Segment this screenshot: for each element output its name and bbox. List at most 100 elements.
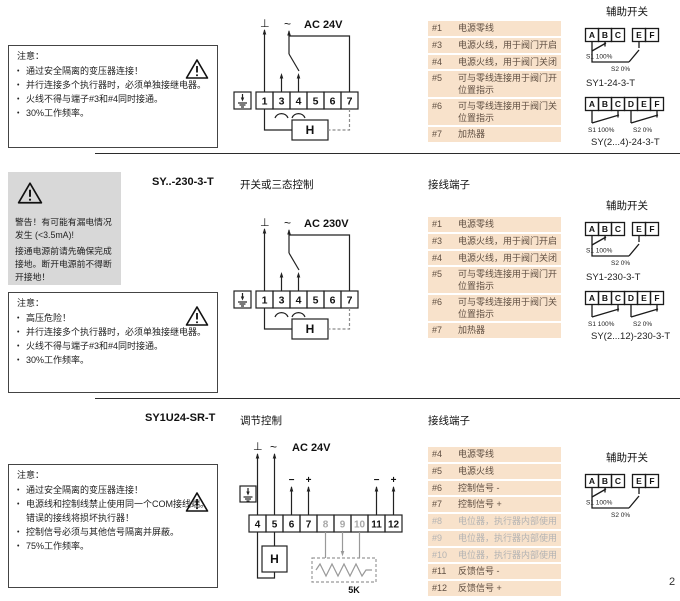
terminal-id: #6 <box>432 297 443 308</box>
terminal-row: #8 电位器，执行器内部使用 <box>428 514 561 529</box>
warning-triangle-icon <box>185 491 209 518</box>
terminal-number: 7 <box>306 520 312 531</box>
notes-list: • 通过安全隔离的变压器连接！ • 并行连接多个执行器时，必须单独接继电器。 • 火线不得… <box>17 65 209 121</box>
terminal-table-24v: #1 电源零线 #3 电源火线，用于阀门开启 #4 电源火线，用于阀门关闭 #5 可与零线连接… <box>428 21 561 144</box>
terminal-row: #7 加热器 <box>428 127 561 142</box>
plus-sign: + <box>306 475 312 486</box>
terminal-row: #4 电源火线，用于阀门关闭 <box>428 250 561 266</box>
terminal-desc: 控制信号 - <box>458 482 500 493</box>
warning-triangle-icon <box>185 58 209 85</box>
terminal-desc: 可与零线连接用于阀门开位置指示 <box>458 73 558 95</box>
aux-terminal: D <box>628 99 634 109</box>
minus-sign: − <box>374 475 380 486</box>
terminal-row: #7 控制信号 + <box>428 497 561 512</box>
aux-terminal: F <box>654 293 659 303</box>
notes-list: • 通过安全隔离的变压器连接！ • 电源线和控制线禁止使用同一个COM接线端。错误的接… <box>17 484 209 554</box>
warning-triangle-icon <box>185 305 209 332</box>
aux-terminal: F <box>649 224 654 234</box>
terminal-id: #9 <box>432 532 443 543</box>
terminal-row: #6 控制信号 - <box>428 480 561 496</box>
aux-terminal: B <box>602 224 608 234</box>
voltage-label: AC 24V <box>304 19 343 31</box>
terminal-table-230v: #1 电源零线 #3 电源火线，用于阀门开启 #4 电源火线，用于阀门关闭 #5 可与零线连接… <box>428 217 561 340</box>
note-item: • 火线不得与端子#3和#4同时接通。 <box>17 340 164 351</box>
model-title-sr: SY1U24-SR-T <box>145 412 216 424</box>
terminal-desc: 加热器 <box>458 325 486 336</box>
terminal-row: #10 电位器，执行器内部使用 <box>428 547 561 563</box>
terminal-number: 1 <box>262 96 268 108</box>
terminal-desc: 电源火线，用于阀门开启 <box>458 235 558 246</box>
model-title-230: SY..-230-3-T <box>152 176 214 188</box>
notes-title: 注意： <box>17 298 45 308</box>
aux-switch-column-sr: 辅助开关 A B C E F S1 100% S2 0% <box>584 450 680 523</box>
aux-terminal: A <box>589 224 595 234</box>
terminal-desc: 电位器，执行器内部使用 <box>458 532 558 543</box>
aux-terminal: F <box>654 99 659 109</box>
terminal-number: 6 <box>330 295 336 307</box>
note-item: • 并行连接多个执行器时，必须单独接继电器。 <box>17 326 207 337</box>
terminal-number-gray: 9 <box>340 520 346 531</box>
terminal-id: #4 <box>432 252 443 263</box>
terminal-row: #7 加热器 <box>428 323 561 338</box>
aux-model-label: SY(2...12)-230-3-T <box>591 331 671 342</box>
s2-label: S2 0% <box>611 260 630 267</box>
terminal-number: 5 <box>313 295 319 307</box>
terminal-row: #3 电源火线，用于阀门开启 <box>428 37 561 53</box>
terminal-id: #10 <box>432 549 448 560</box>
aux-terminal: F <box>649 30 654 40</box>
voltage-label: AC 230V <box>304 218 349 230</box>
aux-terminal: B <box>602 293 608 303</box>
terminal-number: 5 <box>272 520 278 531</box>
terminal-id: #12 <box>432 583 448 593</box>
ground-symbol: ⊥ <box>260 217 270 229</box>
terminal-id: #11 <box>432 566 447 577</box>
ac-symbol: ~ <box>284 216 291 230</box>
terminal-number: 3 <box>279 295 285 307</box>
terminal-id: #7 <box>432 325 443 336</box>
aux-switch-diagram: A B C E F S1 100% S2 0% <box>584 27 660 73</box>
note-item: • 75%工作频率。 <box>17 540 90 551</box>
note-item: • 30%工作频率。 <box>17 107 90 118</box>
aux-terminal: C <box>615 99 621 109</box>
aux-terminal: C <box>615 30 621 40</box>
aux-switch-diagram: A B C D E F S1 100% S2 0% <box>584 96 665 134</box>
terminal-desc: 可与零线连接用于阀门关位置指示 <box>458 101 558 123</box>
note-item: • 通过安全隔离的变压器连接！ <box>17 65 144 76</box>
leakage-warning-box: 警告！有可能有漏电情况发生 (<3.5mA)! 接通电源前请先确保完成接地。断开… <box>8 172 121 285</box>
wiring-diagram-24v: ⊥ ~ AC 24V 1 3 4 5 6 7 H <box>233 17 359 141</box>
aux-terminal: B <box>602 99 608 109</box>
terminal-id: #7 <box>432 129 443 140</box>
aux-terminal: A <box>589 99 595 109</box>
s1-label: S1 100% <box>588 127 615 134</box>
terminal-desc: 电源零线 <box>458 23 495 33</box>
page-number: 2 <box>669 576 676 588</box>
terminal-row: #5 可与零线连接用于阀门开位置指示 <box>428 71 561 98</box>
s1-label: S1 100% <box>586 500 613 507</box>
aux-terminal: E <box>641 293 647 303</box>
terminal-row: #6 可与零线连接用于阀门关位置指示 <box>428 295 561 322</box>
section-separator <box>95 153 680 154</box>
terminal-id: #4 <box>432 449 443 459</box>
terminal-number-gray: 8 <box>323 520 329 531</box>
s1-label: S1 100% <box>588 321 615 328</box>
terminal-number: 3 <box>279 96 285 108</box>
terminal-desc: 反馈信号 + <box>458 583 502 593</box>
terminal-number: 4 <box>296 96 302 108</box>
terminal-desc: 电位器，执行器内部使用 <box>458 549 558 560</box>
aux-terminal: E <box>636 476 642 486</box>
aux-terminal: E <box>636 30 642 40</box>
terminal-id: #5 <box>432 269 443 280</box>
notes-box-24v: 注意： • 通过安全隔离的变压器连接！ • 并行连接多个执行器时，必须单独接继电器。 •… <box>8 45 218 148</box>
aux-terminal: A <box>589 30 595 40</box>
terminal-number: 4 <box>296 295 302 307</box>
aux-switch-column-24v: 辅助开关 A B C E F S1 100% S2 0% SY1-24-3-T … <box>584 4 680 155</box>
aux-terminal: D <box>628 293 634 303</box>
ground-symbol: ⊥ <box>260 18 270 30</box>
aux-terminal: C <box>615 293 621 303</box>
section-separator <box>95 398 680 399</box>
warning-triangle-icon <box>17 181 114 209</box>
aux-terminal: E <box>641 99 647 109</box>
note-item: • 电源线和控制线禁止使用同一个COM接线端。错误的接线将损坏执行器！ <box>17 498 209 523</box>
terminal-id: #5 <box>432 465 443 476</box>
aux-switch-diagram: A B C E F S1 100% S2 0% <box>584 473 660 519</box>
